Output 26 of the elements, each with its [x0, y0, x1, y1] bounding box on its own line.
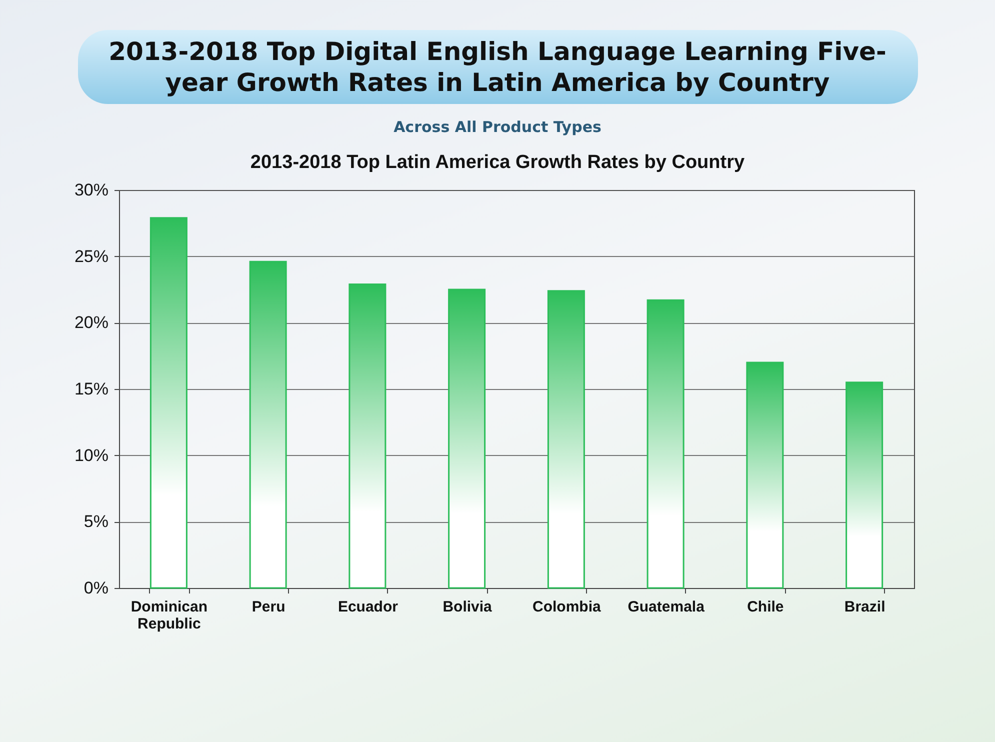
y-tick-label: 20%	[74, 313, 108, 332]
y-tick-label: 15%	[74, 380, 108, 398]
bar	[646, 299, 684, 589]
bar	[448, 288, 486, 589]
bar	[348, 283, 386, 589]
chart-title: 2013-2018 Top Digital English Language Learning Five-year Growth Rates in Latin America by Country	[78, 30, 918, 104]
text: 2013-2018 Top Latin America Growth Rates by Country	[249, 152, 746, 174]
x-tick-label: Colombia	[532, 598, 602, 616]
chart-subtitle: Across All Product Types	[392, 118, 602, 136]
bar	[846, 382, 884, 589]
bar	[746, 362, 784, 589]
y-tick-label: 0%	[84, 578, 108, 598]
x-tick-label: Ecuador	[338, 598, 398, 616]
x-tick-label: Brazil	[844, 598, 886, 616]
y-tick-label: 30%	[74, 180, 108, 200]
y-tick-label: 10%	[74, 446, 108, 465]
bar	[249, 260, 287, 589]
x-tick-label: Bolivia	[442, 598, 493, 616]
x-tick-label: Peru	[252, 598, 286, 616]
x-tick-label: Chile	[747, 598, 784, 616]
y-tick-label: 5%	[84, 512, 108, 532]
y-tick-label: 25%	[74, 246, 108, 266]
x-tick-label: Guatemala	[628, 598, 706, 616]
bar	[547, 290, 585, 589]
bar	[150, 217, 188, 589]
x-tick-label: Dominican Republic	[130, 598, 208, 632]
